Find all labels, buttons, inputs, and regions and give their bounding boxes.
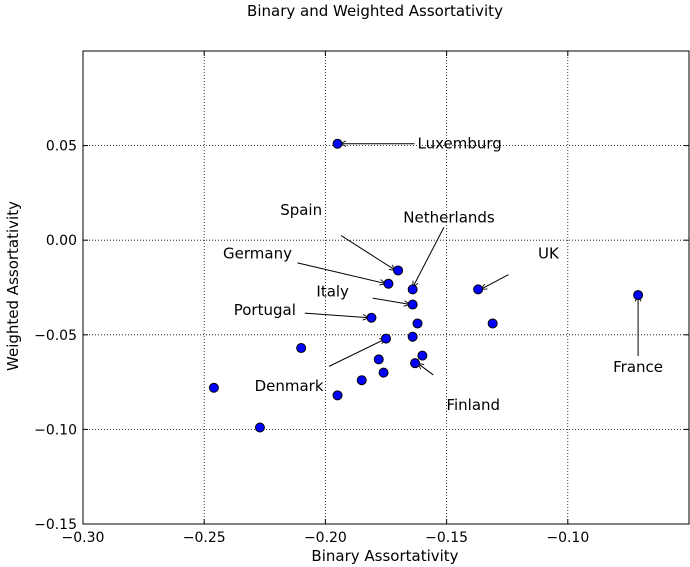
annotations: Luxemburg Spain Netherlands Germany UK Italy P… xyxy=(223,135,663,414)
annotation-arrow xyxy=(372,297,411,304)
x-tick-label: −0.20 xyxy=(304,530,347,546)
data-points xyxy=(208,138,644,433)
y-tick-label: 0.05 xyxy=(46,139,77,155)
y-tick-label: −0.15 xyxy=(34,517,77,533)
data-point xyxy=(417,350,428,361)
annotation-arrow xyxy=(297,262,386,284)
data-point xyxy=(332,390,343,401)
data-point xyxy=(208,382,219,393)
annotation-label: Luxemburg xyxy=(418,135,502,153)
chart-title: Binary and Weighted Assortativity xyxy=(247,2,503,20)
data-point xyxy=(412,318,423,329)
annotation-arrow xyxy=(418,363,434,376)
data-point xyxy=(407,331,418,342)
data-point xyxy=(254,422,265,433)
data-point xyxy=(473,284,484,295)
x-tick-label: −0.30 xyxy=(62,530,105,546)
x-tick-label: −0.10 xyxy=(546,530,589,546)
data-point xyxy=(407,284,418,295)
annotation-arrow xyxy=(413,227,445,287)
y-tick-label: −0.10 xyxy=(34,422,77,438)
annotation-arrow xyxy=(481,274,509,290)
annotation-label: Netherlands xyxy=(403,208,495,226)
annotation-label: Spain xyxy=(280,201,322,219)
x-tick-label: −0.15 xyxy=(425,530,468,546)
data-point xyxy=(356,375,367,386)
y-axis-title: Weighted Assortativity xyxy=(4,201,22,371)
data-point xyxy=(407,299,418,310)
data-point xyxy=(393,265,404,276)
annotation-arrow xyxy=(328,339,386,367)
data-point xyxy=(487,318,498,329)
y-tick-label: −0.05 xyxy=(34,328,77,344)
data-point xyxy=(366,312,377,323)
data-point xyxy=(410,358,421,369)
axis-ticks: −0.30 −0.25 −0.20 −0.15 −0.10 −0.15 −0.10 −0.05… xyxy=(34,51,689,546)
annotation-label: Germany xyxy=(223,244,292,262)
annotation-arrow xyxy=(304,312,369,318)
data-point xyxy=(373,354,384,365)
annotation-label: Italy xyxy=(316,282,349,300)
annotation-label: Portugal xyxy=(234,301,296,319)
annotation-label: UK xyxy=(538,244,560,262)
data-point xyxy=(383,278,394,289)
x-tick-label: −0.25 xyxy=(183,530,226,546)
data-point xyxy=(296,343,307,354)
plot-frame xyxy=(82,50,690,525)
annotation-label: Finland xyxy=(446,396,500,414)
data-point xyxy=(633,290,644,301)
annotation-label: France xyxy=(613,358,663,376)
data-point xyxy=(381,333,391,344)
x-axis-title: Binary Assortativity xyxy=(311,547,458,565)
annotation-arrow xyxy=(340,235,396,271)
data-point xyxy=(332,138,343,149)
data-point xyxy=(378,367,389,378)
y-tick-label: 0.00 xyxy=(46,233,77,249)
annotation-label: Denmark xyxy=(255,377,324,395)
